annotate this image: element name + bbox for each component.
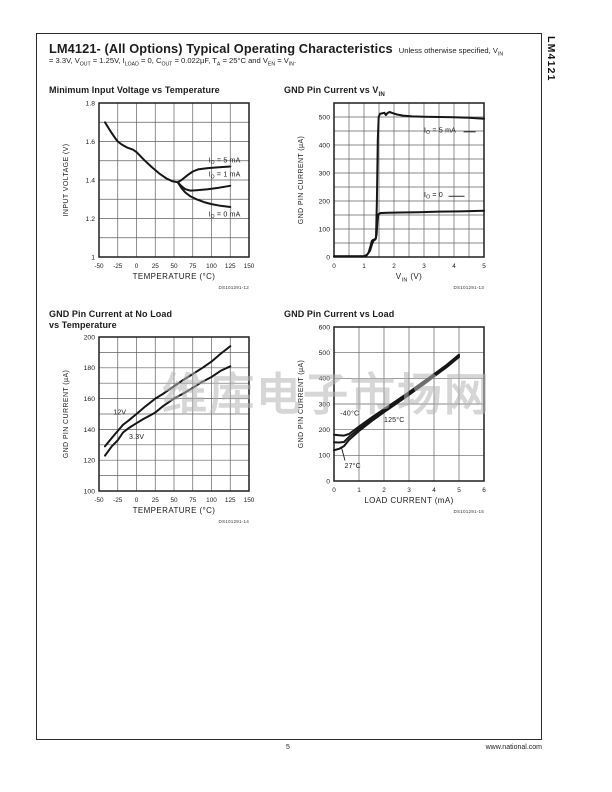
svg-text:3: 3 bbox=[422, 263, 426, 270]
svg-text:IO = 0: IO = 0 bbox=[424, 191, 443, 200]
chart-x-axis-label: VIN (V) bbox=[395, 271, 423, 284]
svg-text:0: 0 bbox=[332, 263, 336, 270]
svg-text:0: 0 bbox=[326, 254, 330, 261]
svg-text:25: 25 bbox=[152, 497, 160, 504]
svg-text:IO = 5 mA: IO = 5 mA bbox=[209, 157, 241, 166]
svg-text:75: 75 bbox=[189, 497, 197, 504]
svg-text:400: 400 bbox=[319, 375, 331, 382]
svg-text:INPUT VOLTAGE (V): INPUT VOLTAGE (V) bbox=[63, 143, 70, 216]
svg-text:400: 400 bbox=[319, 142, 331, 149]
svg-text:600: 600 bbox=[319, 324, 331, 331]
svg-text:120: 120 bbox=[84, 458, 96, 465]
svg-text:500: 500 bbox=[319, 114, 331, 121]
conditions-line: = 3.3V, VOUT = 1.25V, ILOAD = 0, COUT = … bbox=[49, 56, 297, 68]
chart-ds-code: DS101291-15 bbox=[453, 508, 484, 514]
side-tab-part-number: LM4121 bbox=[545, 36, 557, 82]
svg-text:-50: -50 bbox=[94, 263, 104, 270]
footer-website: www.national.com bbox=[485, 744, 542, 751]
svg-text:1.4: 1.4 bbox=[86, 177, 96, 184]
chart-plot-area: -50 -25 0 25 50 75 100 125 150 100 120 140 160 180 200… bbox=[63, 334, 255, 504]
svg-text:200: 200 bbox=[319, 427, 331, 434]
svg-text:50: 50 bbox=[170, 263, 178, 270]
svg-text:1.6: 1.6 bbox=[86, 138, 96, 145]
chart-x-axis-label: LOAD CURRENT (mA) bbox=[364, 495, 454, 505]
svg-text:100: 100 bbox=[206, 263, 217, 270]
svg-text:200: 200 bbox=[84, 334, 96, 341]
page-header: LM4121- (All Options) Typical Operating … bbox=[49, 40, 503, 58]
chart-gnd-pin-current-vs-load: GND Pin Current vs Load 0 1 2 3 4 5 6 0 100 200 300… bbox=[284, 309, 496, 514]
svg-text:4: 4 bbox=[432, 487, 436, 494]
page-title: LM4121- (All Options) Typical Operating … bbox=[49, 41, 393, 56]
svg-text:-25: -25 bbox=[113, 263, 123, 270]
svg-text:1: 1 bbox=[357, 487, 361, 494]
chart-ds-code: DS101291-12 bbox=[218, 284, 249, 290]
chart-plot-area: -50 -25 0 25 50 75 100 125 150 1 1.2 1.4 1.6 1.8 INPUT… bbox=[63, 100, 255, 270]
svg-text:140: 140 bbox=[84, 427, 96, 434]
chart-title: Minimum Input Voltage vs Temperature bbox=[49, 85, 220, 95]
chart-x-axis-label: TEMPERATURE (°C) bbox=[132, 506, 216, 515]
svg-text:180: 180 bbox=[84, 365, 96, 372]
svg-text:-25: -25 bbox=[113, 497, 123, 504]
svg-text:100: 100 bbox=[319, 452, 331, 459]
svg-text:12V: 12V bbox=[113, 409, 126, 416]
svg-text:150: 150 bbox=[244, 263, 255, 270]
svg-text:3: 3 bbox=[407, 487, 411, 494]
svg-text:500: 500 bbox=[319, 350, 331, 357]
svg-text:0: 0 bbox=[326, 478, 330, 485]
svg-text:0: 0 bbox=[135, 263, 139, 270]
svg-text:IO = 5 mA: IO = 5 mA bbox=[424, 127, 456, 136]
svg-text:125: 125 bbox=[225, 497, 236, 504]
chart-plot-area: 0 1 2 3 4 5 6 0 100 200 300 400 500 600 GND PIN CURREN… bbox=[298, 324, 486, 494]
svg-text:4: 4 bbox=[452, 263, 456, 270]
chart-gnd-pin-current-no-load-vs-temperature: GND Pin Current at No Load vs Temperature… bbox=[49, 309, 261, 524]
chart-minimum-input-voltage-vs-temperature: Minimum Input Voltage vs Temperature -50-… bbox=[49, 85, 261, 290]
svg-text:GND PIN CURRENT (µA): GND PIN CURRENT (µA) bbox=[63, 370, 70, 459]
chart-title: vs Temperature bbox=[49, 319, 117, 330]
chart-x-axis-label: TEMPERATURE (°C) bbox=[132, 271, 216, 281]
svg-text:2: 2 bbox=[382, 487, 386, 494]
svg-text:-40°C: -40°C bbox=[340, 409, 359, 417]
svg-text:5: 5 bbox=[457, 487, 461, 494]
svg-text:IO = 0 mA: IO = 0 mA bbox=[209, 211, 241, 220]
svg-text:200: 200 bbox=[319, 198, 331, 205]
svg-text:3.3V: 3.3V bbox=[129, 434, 144, 441]
svg-text:300: 300 bbox=[319, 401, 331, 408]
svg-text:2: 2 bbox=[392, 263, 396, 270]
svg-text:IO = 1 mA: IO = 1 mA bbox=[209, 171, 241, 180]
svg-text:1: 1 bbox=[362, 263, 366, 270]
svg-text:100: 100 bbox=[84, 488, 96, 495]
svg-text:160: 160 bbox=[84, 396, 96, 403]
chart-ds-code: DS101291-13 bbox=[453, 284, 484, 290]
svg-text:125: 125 bbox=[225, 263, 236, 270]
chart-title: GND Pin Current at No Load bbox=[49, 309, 173, 319]
svg-text:27°C: 27°C bbox=[345, 462, 361, 470]
svg-text:GND PIN CURRENT (µA): GND PIN CURRENT (µA) bbox=[298, 135, 305, 224]
svg-text:5: 5 bbox=[482, 263, 486, 270]
svg-text:150: 150 bbox=[244, 497, 255, 504]
svg-text:25: 25 bbox=[152, 263, 160, 270]
svg-text:100: 100 bbox=[206, 497, 217, 504]
chart-ds-code: DS101291-14 bbox=[218, 519, 249, 524]
svg-text:GND PIN CURRENT (µA): GND PIN CURRENT (µA) bbox=[298, 359, 305, 448]
svg-text:1.8: 1.8 bbox=[86, 100, 96, 107]
svg-text:1.2: 1.2 bbox=[86, 215, 96, 222]
svg-text:0: 0 bbox=[332, 487, 336, 494]
chart-plot-area: 0 1 2 3 4 5 0 100 200 300 400 500 GND PIN CURRENT (µ… bbox=[298, 101, 486, 270]
conditions-inline: Unless otherwise specified, VIN bbox=[398, 46, 504, 58]
chart-gnd-pin-current-vs-vin: GND Pin Current vs VIN 0 1 2 3 4 5 0 100 200 300 40… bbox=[284, 85, 496, 290]
chart-title: GND Pin Current vs VIN bbox=[284, 85, 385, 98]
svg-text:75: 75 bbox=[189, 263, 197, 270]
svg-text:100: 100 bbox=[319, 226, 331, 233]
chart-title: GND Pin Current vs Load bbox=[284, 309, 395, 319]
svg-text:-50: -50 bbox=[94, 497, 104, 504]
svg-text:50: 50 bbox=[170, 497, 178, 504]
footer-page-number: 5 bbox=[286, 744, 290, 751]
svg-text:1: 1 bbox=[91, 254, 95, 261]
svg-text:300: 300 bbox=[319, 170, 331, 177]
svg-text:0: 0 bbox=[135, 497, 139, 504]
page-border-box: LM4121- (All Options) Typical Operating … bbox=[36, 33, 542, 740]
svg-text:125°C: 125°C bbox=[384, 416, 405, 424]
svg-text:6: 6 bbox=[482, 487, 486, 494]
